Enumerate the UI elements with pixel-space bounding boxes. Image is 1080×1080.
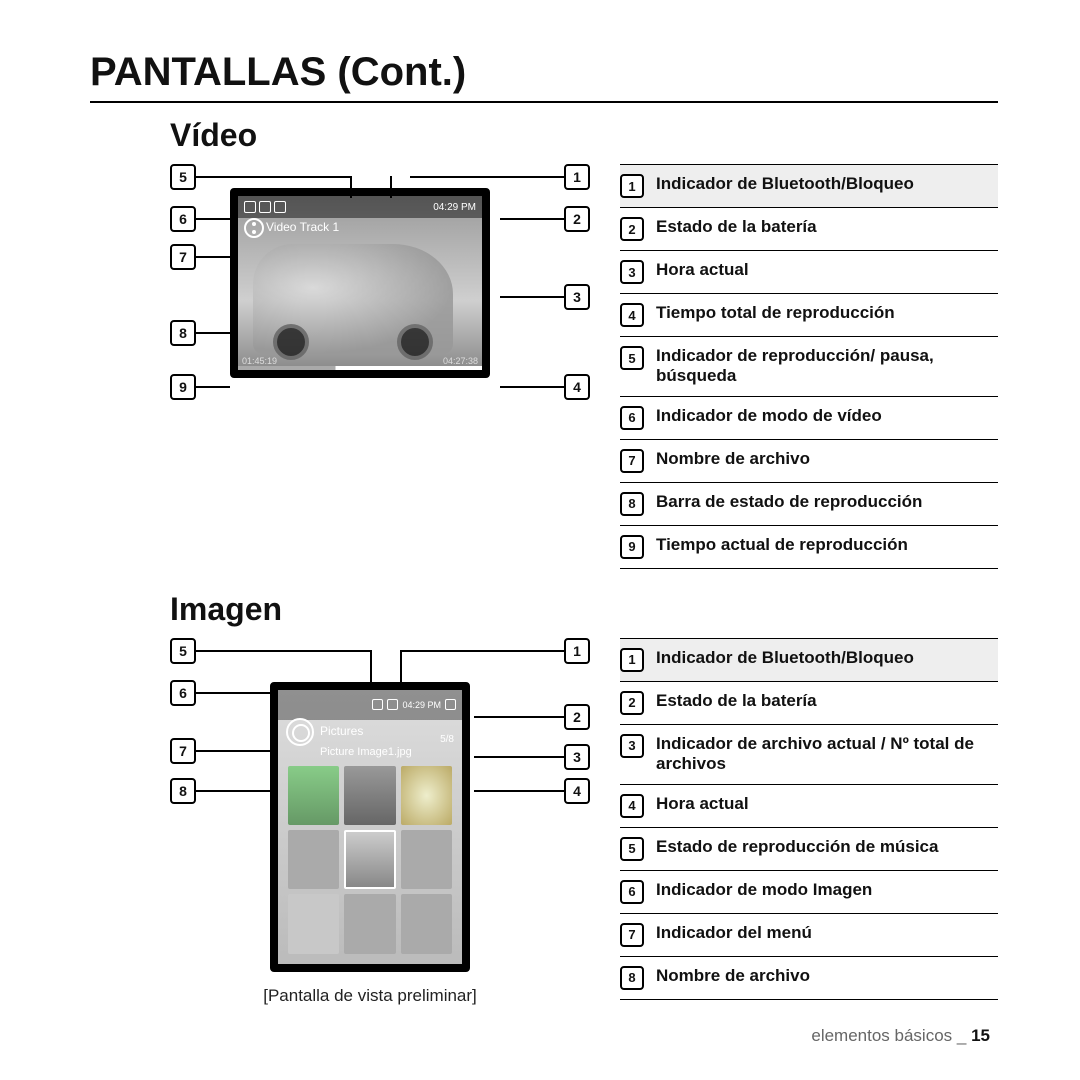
- legend-row: 2 Estado de la batería: [620, 682, 998, 725]
- legend-text: Hora actual: [656, 794, 994, 814]
- legend-text: Indicador de modo Imagen: [656, 880, 994, 900]
- page-footer: elementos básicos _ 15: [811, 1026, 990, 1046]
- legend-text: Indicador del menú: [656, 923, 994, 943]
- legend-text: Estado de reproducción de música: [656, 837, 994, 857]
- legend-text: Nombre de archivo: [656, 966, 994, 986]
- legend-num: 6: [620, 880, 644, 904]
- legend-text: Barra de estado de reproducción: [656, 492, 994, 512]
- legend-num: 8: [620, 966, 644, 990]
- image-legend: 1 Indicador de Bluetooth/Bloqueo 2 Estado d…: [620, 638, 998, 1000]
- legend-num: 1: [620, 174, 644, 198]
- legend-num: 3: [620, 734, 644, 758]
- image-diagram: 5 6 7 8 1 2 3 4 04:29 PM Pictures Pictur…: [170, 638, 590, 998]
- legend-num: 5: [620, 837, 644, 861]
- legend-num: 2: [620, 217, 644, 241]
- legend-row: 5 Estado de reproducción de música: [620, 828, 998, 871]
- legend-text: Tiempo actual de reproducción: [656, 535, 994, 555]
- legend-row: 7 Nombre de archivo: [620, 440, 998, 483]
- legend-text: Indicador de archivo actual / Nº total d…: [656, 734, 994, 775]
- section-image-title: Imagen: [170, 591, 998, 628]
- legend-num: 7: [620, 449, 644, 473]
- legend-row: 6 Indicador de modo de vídeo: [620, 397, 998, 440]
- legend-num: 6: [620, 406, 644, 430]
- legend-num: 9: [620, 535, 644, 559]
- legend-row: 8 Barra de estado de reproducción: [620, 483, 998, 526]
- legend-row: 7 Indicador del menú: [620, 914, 998, 957]
- legend-row: 1 Indicador de Bluetooth/Bloqueo: [620, 164, 998, 208]
- legend-num: 1: [620, 648, 644, 672]
- legend-row: 8 Nombre de archivo: [620, 957, 998, 1000]
- legend-text: Indicador de Bluetooth/Bloqueo: [656, 648, 994, 668]
- legend-num: 4: [620, 303, 644, 327]
- legend-text: Tiempo total de reproducción: [656, 303, 994, 323]
- legend-num: 5: [620, 346, 644, 370]
- legend-row: 1 Indicador de Bluetooth/Bloqueo: [620, 638, 998, 682]
- video-legend: 1 Indicador de Bluetooth/Bloqueo 2 Estado d…: [620, 164, 998, 569]
- legend-num: 7: [620, 923, 644, 947]
- legend-text: Hora actual: [656, 260, 994, 280]
- legend-row: 2 Estado de la batería: [620, 208, 998, 251]
- legend-text: Indicador de modo de vídeo: [656, 406, 994, 426]
- legend-row: 5 Indicador de reproducción/ pausa, búsqu…: [620, 337, 998, 397]
- legend-row: 3 Hora actual: [620, 251, 998, 294]
- legend-text: Estado de la batería: [656, 217, 994, 237]
- legend-row: 3 Indicador de archivo actual / Nº total …: [620, 725, 998, 785]
- section-video-title: Vídeo: [170, 117, 998, 154]
- legend-num: 2: [620, 691, 644, 715]
- video-diagram: 5 6 7 8 9 1 2 3 4 04:29 PM Video Track 1…: [170, 164, 590, 424]
- legend-row: 9 Tiempo actual de reproducción: [620, 526, 998, 569]
- image-caption: [Pantalla de vista preliminar]: [230, 986, 510, 1006]
- legend-num: 8: [620, 492, 644, 516]
- legend-row: 4 Tiempo total de reproducción: [620, 294, 998, 337]
- legend-num: 4: [620, 794, 644, 818]
- legend-row: 6 Indicador de modo Imagen: [620, 871, 998, 914]
- main-title: PANTALLAS (Cont.): [90, 50, 998, 103]
- legend-num: 3: [620, 260, 644, 284]
- legend-text: Indicador de reproducción/ pausa, búsque…: [656, 346, 994, 387]
- legend-text: Estado de la batería: [656, 691, 994, 711]
- legend-row: 4 Hora actual: [620, 785, 998, 828]
- legend-text: Indicador de Bluetooth/Bloqueo: [656, 174, 994, 194]
- legend-text: Nombre de archivo: [656, 449, 994, 469]
